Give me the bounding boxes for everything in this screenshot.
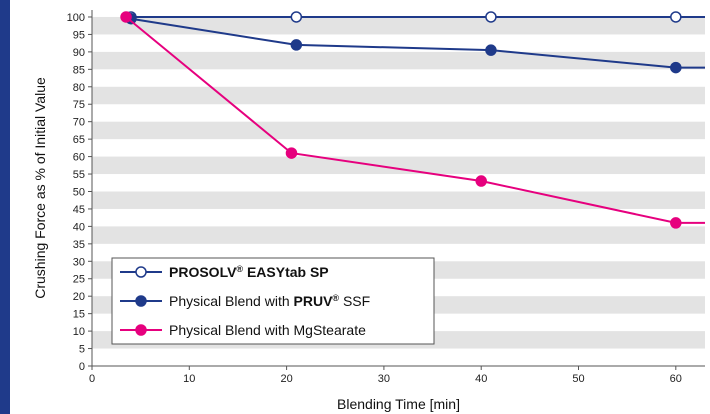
y-tick-label: 15 xyxy=(73,309,85,321)
y-axis-title: Crushing Force as % of Initial Value xyxy=(32,77,48,299)
y-tick-label: 25 xyxy=(73,274,85,286)
grid-band xyxy=(92,51,705,70)
y-axis-ticks: 0 5 10 15 20 25 30 35 40 45 50 55 60 65 70 75 80 85 90 95 10… xyxy=(67,12,92,373)
x-axis-ticks: 0 10 20 30 40 50 60 xyxy=(89,366,682,385)
x-tick-label: 10 xyxy=(183,373,195,385)
legend-marker xyxy=(135,295,147,307)
data-point xyxy=(475,175,487,187)
y-tick-label: 95 xyxy=(73,29,85,41)
x-tick-label: 0 xyxy=(89,373,95,385)
data-point xyxy=(485,11,497,23)
legend-label: Physical Blend with PRUV® SSF xyxy=(169,293,370,309)
legend-label-part: Physical Blend with xyxy=(169,293,294,309)
y-tick-label: 70 xyxy=(73,117,85,129)
y-tick-label: 85 xyxy=(73,64,85,76)
x-tick-label: 20 xyxy=(280,373,292,385)
legend-label-part: ® xyxy=(332,293,339,303)
legend-label-part: Physical Blend with MgStearate xyxy=(169,322,366,338)
y-tick-label: 65 xyxy=(73,134,85,146)
data-point xyxy=(670,217,682,229)
y-tick-label: 45 xyxy=(73,204,85,216)
data-point xyxy=(120,11,132,23)
x-tick-label: 60 xyxy=(670,373,682,385)
grid-band xyxy=(92,121,705,140)
grid-band xyxy=(92,16,705,35)
legend-label-part: SSF xyxy=(339,293,370,309)
grid-band xyxy=(92,226,705,244)
x-tick-label: 40 xyxy=(475,373,487,385)
data-point xyxy=(670,61,682,74)
y-tick-label: 100 xyxy=(67,12,85,24)
grid-band xyxy=(92,191,705,209)
x-tick-label: 50 xyxy=(572,373,584,385)
data-point xyxy=(290,39,303,51)
data-point xyxy=(285,147,298,159)
legend-marker xyxy=(135,266,147,278)
y-tick-label: 60 xyxy=(73,152,85,164)
legend-label: Physical Blend with MgStearate xyxy=(169,322,366,338)
series-layer xyxy=(120,11,705,229)
series-3 xyxy=(120,11,705,229)
legend-marker xyxy=(135,324,147,336)
x-tick-label: 30 xyxy=(378,373,390,385)
grid-band xyxy=(92,156,705,175)
y-tick-label: 35 xyxy=(73,239,85,251)
legend-box xyxy=(111,257,435,345)
y-tick-label: 90 xyxy=(73,47,85,59)
legend-label-part: PROSOLV xyxy=(169,264,237,280)
y-tick-label: 40 xyxy=(73,221,85,233)
y-tick-label: 75 xyxy=(73,99,85,111)
legend-label: PROSOLV® EASYtab SP xyxy=(169,264,329,280)
data-point xyxy=(485,44,497,56)
data-point xyxy=(290,11,303,23)
x-axis-title: Blending Time [min] xyxy=(337,396,460,412)
legend-label-part: EASYtab SP xyxy=(243,264,329,280)
y-tick-label: 20 xyxy=(73,291,85,303)
data-point xyxy=(670,11,682,23)
y-tick-label: 10 xyxy=(73,326,85,338)
y-tick-label: 5 xyxy=(79,344,85,356)
y-tick-label: 0 xyxy=(79,361,85,373)
legend-label-part: PRUV xyxy=(294,293,334,309)
legend-label-part: ® xyxy=(236,264,243,274)
y-tick-label: 50 xyxy=(73,186,85,198)
y-tick-label: 30 xyxy=(73,256,85,268)
y-tick-label: 80 xyxy=(73,82,85,94)
grid-band xyxy=(92,86,705,105)
y-tick-label: 55 xyxy=(73,169,85,181)
left-accent-bar xyxy=(0,0,10,414)
